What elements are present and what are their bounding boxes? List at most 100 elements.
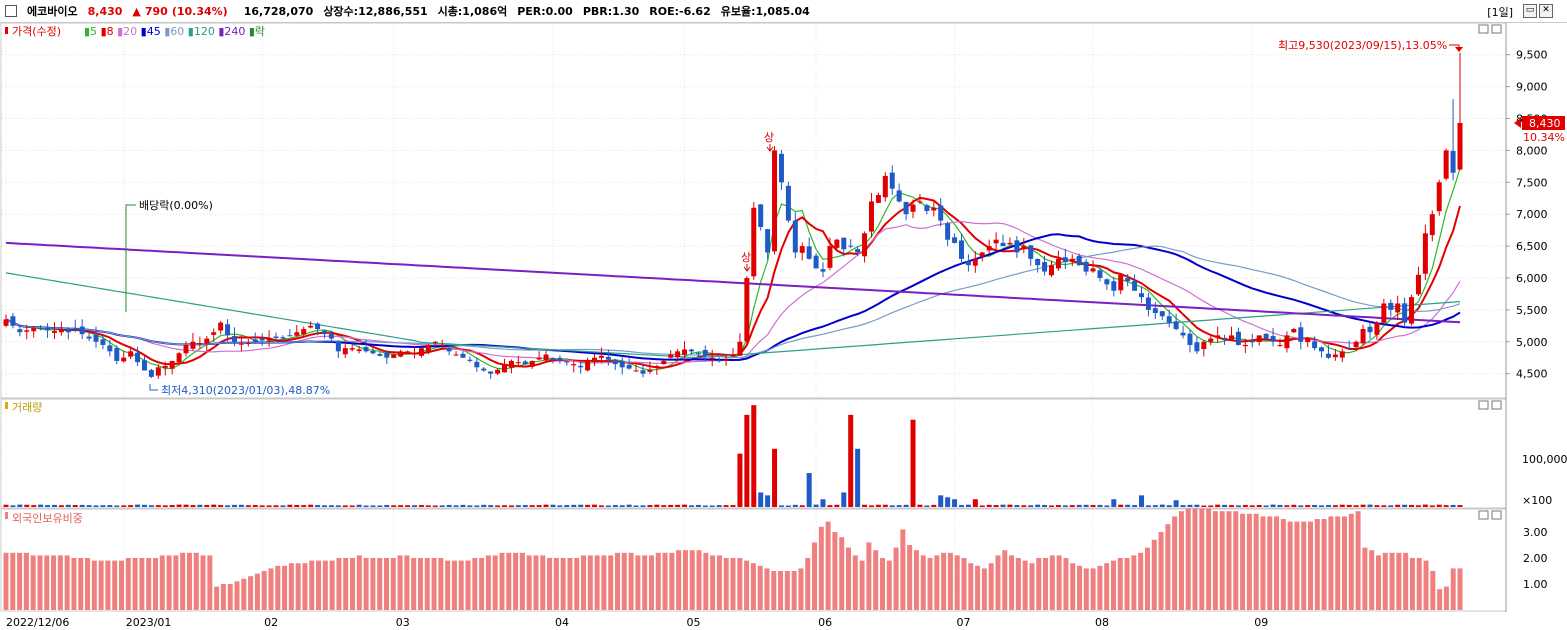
foreign-bar (818, 526, 824, 610)
candle-body (924, 205, 930, 211)
foreign-bar (200, 555, 206, 610)
candle-body (10, 316, 16, 326)
volume-bar (785, 505, 791, 507)
volume-panel-max-icon[interactable] (1491, 400, 1502, 410)
x-tick-label-3: 03 (396, 616, 410, 629)
foreign-bar (812, 542, 818, 610)
volume-bar (495, 505, 501, 507)
foreign-bar (1110, 560, 1116, 610)
volume-bar (1346, 504, 1352, 507)
volume-bar (1152, 505, 1158, 507)
volume-bar (1118, 504, 1124, 507)
volume-bar (231, 504, 237, 507)
foreign-bar (1226, 511, 1232, 610)
candle-body (328, 334, 334, 339)
candle-body (370, 350, 376, 354)
volume-bar (799, 505, 805, 507)
foreign-bar (1267, 516, 1273, 610)
candle-body (100, 339, 106, 345)
foreign-y-label-2: 1.00 (1523, 578, 1548, 591)
candle-body (792, 220, 798, 253)
foreign-bar (1022, 560, 1028, 610)
foreign-bar (1457, 568, 1463, 610)
candle-body (841, 237, 847, 250)
legend-ma-120: ▮120 (188, 25, 219, 38)
foreign-panel-min-icon[interactable] (1478, 510, 1489, 520)
volume-bar (328, 505, 334, 507)
volume-bar (917, 504, 923, 507)
candle-body (1062, 257, 1068, 263)
candle-body (148, 370, 154, 377)
candle-body (1305, 338, 1311, 343)
candle-body (1284, 335, 1290, 349)
candle-body (38, 328, 44, 330)
foreign-bar (57, 555, 63, 610)
candle-body (1339, 351, 1345, 358)
legend-ma-20: ▮20 (117, 25, 141, 38)
volume-panel-min-icon[interactable] (1478, 400, 1489, 410)
foreign-bar (1219, 511, 1225, 610)
y-tick-label-7000: 7,000 (1516, 208, 1548, 221)
volume-bar (1256, 504, 1262, 507)
volume-bar (640, 505, 646, 507)
volume-bar (3, 504, 9, 507)
price-panel-min-icon[interactable] (1478, 24, 1489, 34)
foreign-bar (23, 552, 29, 610)
candle-body (827, 246, 833, 268)
volume-bar (1353, 505, 1359, 507)
foreign-panel-max-icon[interactable] (1491, 510, 1502, 520)
volume-bar (162, 505, 168, 507)
foreign-bar (329, 560, 335, 610)
volume-bar (1277, 504, 1283, 507)
volume-bar (377, 505, 383, 507)
foreign-bar (941, 552, 947, 610)
high-annotation: 최고9,530(2023/09/15),13.05% (1278, 39, 1463, 52)
foreign-bar (608, 555, 614, 610)
foreign-bar (995, 555, 1001, 610)
price-panel-max-icon[interactable] (1491, 24, 1502, 34)
candle-body (3, 319, 9, 326)
select-checkbox[interactable] (5, 5, 17, 17)
foreign-bar (227, 584, 233, 610)
foreign-bar (499, 552, 505, 610)
volume-bar (1235, 505, 1241, 507)
volume-bar (218, 505, 224, 507)
volume-legend: 거래량 (5, 401, 42, 414)
candle-body (356, 349, 362, 352)
candle-body (730, 354, 736, 357)
restore-icon[interactable]: ▭ (1523, 4, 1537, 18)
volume-bar (924, 505, 930, 507)
foreign-bar (913, 550, 919, 610)
foreign-bar (954, 555, 960, 610)
volume-bar (688, 505, 694, 507)
foreign-bar (1043, 558, 1049, 610)
candle-body (917, 201, 923, 203)
foreign-bar (947, 552, 953, 610)
volume-bar (792, 504, 798, 507)
foreign-bar (1049, 555, 1055, 610)
candle-body (834, 239, 840, 248)
foreign-bar (445, 560, 451, 610)
foreign-bar (907, 545, 913, 610)
x-tick-label-4: 04 (555, 616, 569, 629)
volume-bar (1173, 500, 1179, 507)
x-tick-label-1: 2023/01 (126, 616, 172, 629)
volume-bar (778, 505, 784, 507)
candle-body (1415, 274, 1421, 295)
candle-body (31, 327, 37, 332)
period-selector[interactable]: [1일] (1487, 6, 1513, 19)
foreign-bar (1246, 513, 1252, 610)
close-icon[interactable]: ✕ (1539, 4, 1553, 18)
foreign-bar (234, 581, 240, 610)
volume-bar (398, 505, 404, 507)
candle-body (1242, 344, 1248, 347)
foreign-bar (1077, 565, 1083, 610)
volume-title: 거래량 (12, 401, 42, 414)
foreign-bar (152, 558, 158, 610)
volume-bar (702, 505, 708, 507)
candle-body (702, 349, 708, 356)
candle-body (308, 325, 314, 328)
panel-buttons (1478, 24, 1502, 520)
volume-bar (481, 504, 487, 507)
